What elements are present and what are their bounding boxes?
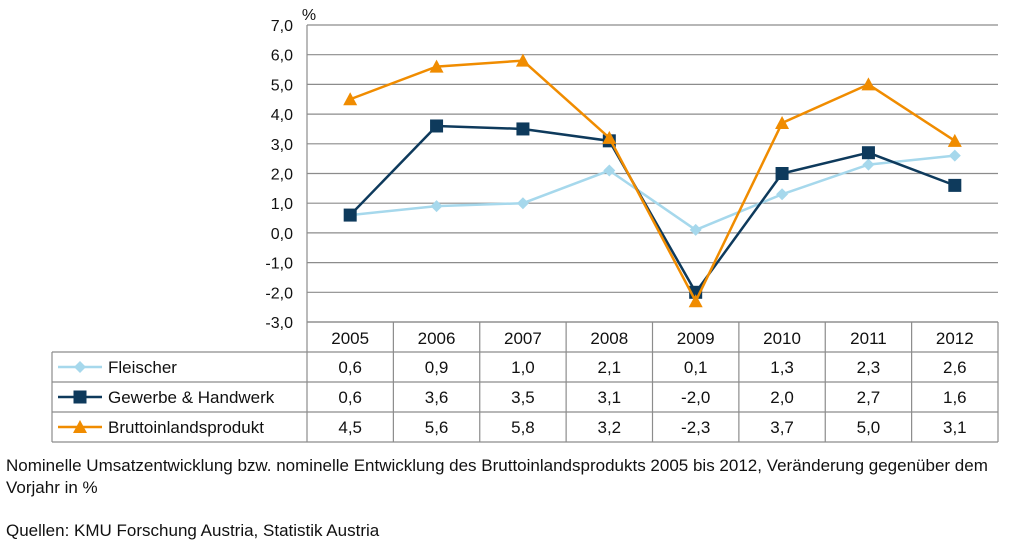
- legend-label: Bruttoinlandsprodukt: [108, 418, 264, 437]
- data-point: [603, 164, 616, 177]
- table-cell-value: 3,1: [597, 388, 621, 407]
- table-cell-value: 5,0: [857, 418, 881, 437]
- y-tick-label: 1,0: [271, 196, 293, 213]
- table-cell-value: 5,6: [425, 418, 449, 437]
- table-cell-value: -2,0: [681, 388, 710, 407]
- y-tick-label: 7,0: [271, 18, 293, 35]
- table-cell-value: 2,3: [857, 358, 881, 377]
- chart-sources: Quellen: KMU Forschung Austria, Statisti…: [6, 521, 380, 540]
- y-tick-label: -3,0: [265, 315, 293, 332]
- data-point: [776, 188, 789, 201]
- y-unit-label: %: [302, 7, 316, 24]
- table-cell-value: 3,2: [597, 418, 621, 437]
- y-tick-label: -2,0: [265, 285, 293, 302]
- series-line: [350, 154, 955, 232]
- table-cell-value: 0,6: [338, 358, 362, 377]
- data-point: [775, 167, 789, 180]
- x-category-label: 2006: [418, 329, 456, 348]
- legend-marker: [73, 390, 87, 404]
- x-category-label: 2009: [677, 329, 715, 348]
- x-category-label: 2012: [936, 329, 974, 348]
- y-tick-label: -1,0: [265, 256, 293, 273]
- x-category-label: 2011: [850, 329, 887, 348]
- line-chart: 7,0 6,0 5,0 4,0 3,0 2,0 1,0 0,0 -1,0 -2,0 -3,0% 200…: [51, 7, 999, 443]
- data-point: [602, 130, 617, 144]
- table-cell-value: 0,6: [338, 388, 362, 407]
- data-point: [948, 178, 962, 192]
- data-point: [861, 77, 876, 91]
- x-category-label: 2008: [590, 329, 628, 348]
- series-line: [349, 124, 956, 295]
- chart-caption: Nominelle Umsatzentwicklung bzw. nominel…: [6, 456, 988, 497]
- data-point: [343, 92, 358, 106]
- table-cell-value: 4,5: [338, 418, 362, 437]
- data-point: [688, 294, 703, 308]
- y-tick-label: 2,0: [271, 167, 293, 184]
- data-point: [862, 158, 875, 171]
- legend-label: Fleischer: [108, 358, 177, 377]
- table-cell-value: 3,5: [511, 388, 535, 407]
- table-cell-value: 0,1: [684, 358, 708, 377]
- x-category-label: 2010: [763, 329, 801, 348]
- table-cell-value: 2,0: [770, 388, 794, 407]
- data-point: [948, 149, 961, 162]
- y-tick-label: 4,0: [271, 107, 293, 124]
- data-point: [861, 146, 875, 160]
- data-point: [689, 223, 702, 236]
- table-cell-value: 5,8: [511, 418, 535, 437]
- table-cell-value: 3,1: [943, 418, 967, 437]
- table-cell-value: 1,6: [943, 388, 967, 407]
- data-point: [343, 208, 357, 222]
- legend-marker: [73, 420, 87, 433]
- x-category-label: 2005: [331, 329, 369, 348]
- series-line: [349, 59, 956, 304]
- data-point: [430, 119, 444, 133]
- table-cell-value: 3,6: [425, 388, 449, 407]
- y-tick-label: 3,0: [271, 137, 293, 154]
- table-cell-value: 2,1: [597, 358, 621, 377]
- data-point: [947, 133, 962, 147]
- data-point: [430, 200, 443, 213]
- y-tick-label: 0,0: [271, 226, 293, 243]
- data-point: [515, 53, 530, 67]
- table-cell-value: 2,6: [943, 358, 967, 377]
- legend-label: Gewerbe & Handwerk: [108, 388, 275, 407]
- legend-marker: [74, 361, 86, 373]
- table-cell-value: 0,9: [425, 358, 449, 377]
- data-point: [516, 122, 530, 136]
- table-cell-value: 1,3: [770, 358, 794, 377]
- table-cell-value: -2,3: [681, 418, 710, 437]
- data-point: [775, 116, 790, 130]
- x-category-label: 2007: [504, 329, 542, 348]
- y-tick-label: 6,0: [271, 48, 293, 65]
- table-cell-value: 3,7: [770, 418, 794, 437]
- data-point: [516, 197, 529, 210]
- table-cell-value: 2,7: [857, 388, 881, 407]
- y-tick-label: 5,0: [271, 77, 293, 94]
- table-cell-value: 1,0: [511, 358, 535, 377]
- data-point: [429, 59, 444, 73]
